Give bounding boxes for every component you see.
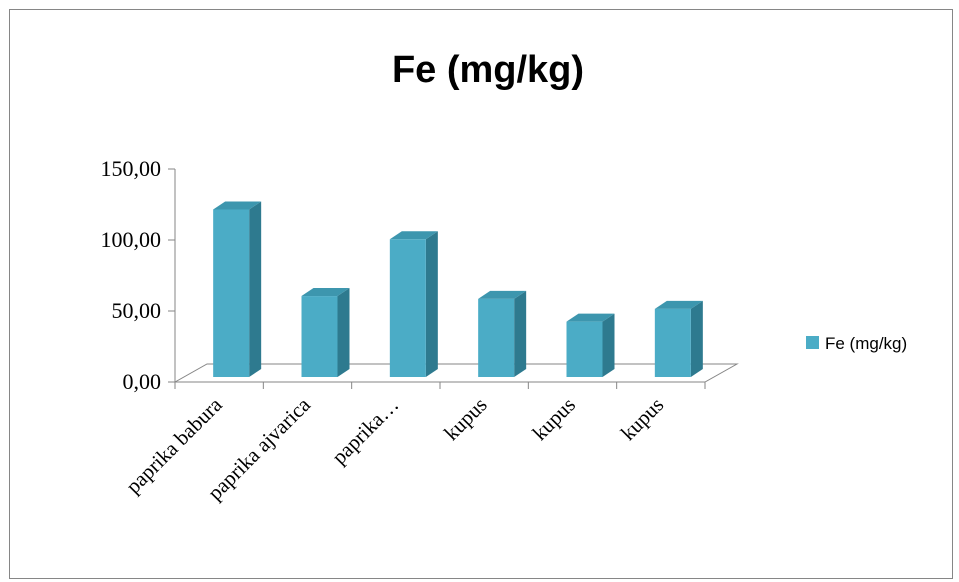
bar-side (602, 313, 615, 377)
chart-title: Fe (mg/kg) (392, 49, 584, 91)
y-tick-label: 100,00 (101, 227, 162, 252)
bar-front (301, 296, 338, 377)
bar-front (389, 239, 426, 377)
x-category-label: paprika… (327, 393, 403, 469)
bar (389, 231, 438, 377)
bar (478, 290, 527, 377)
bar-side (514, 290, 527, 377)
x-category-label: kupus (528, 393, 580, 445)
bar-top (213, 201, 262, 210)
y-tick-label: 0,00 (123, 369, 162, 394)
bar-side (690, 300, 703, 377)
bar-top (654, 300, 703, 309)
bar-top (478, 290, 527, 299)
bar-top (301, 288, 350, 297)
chart-area (9, 9, 953, 579)
bar-side (425, 231, 438, 377)
y-tick-label: 50,00 (112, 298, 162, 323)
legend: Fe (mg/kg) (806, 334, 907, 353)
y-axis: 0,00 50,00 100,00 150,00 (101, 156, 176, 394)
bar-front (654, 308, 691, 377)
x-category-label: kupus (439, 393, 491, 445)
bars-group (213, 201, 703, 377)
bar-front (478, 298, 515, 377)
bar (654, 300, 703, 377)
bar-front (213, 209, 250, 377)
bar-top (389, 231, 438, 240)
bar-top (566, 313, 615, 322)
legend-label: Fe (mg/kg) (825, 334, 907, 353)
bar-side (249, 201, 262, 377)
y-tick-label: 150,00 (101, 156, 162, 181)
x-category-label: kupus (616, 393, 668, 445)
bar-side (337, 288, 350, 377)
bar (301, 288, 350, 377)
bar (213, 201, 262, 377)
bar (566, 313, 615, 377)
legend-swatch (806, 336, 819, 349)
bar-front (566, 321, 603, 377)
